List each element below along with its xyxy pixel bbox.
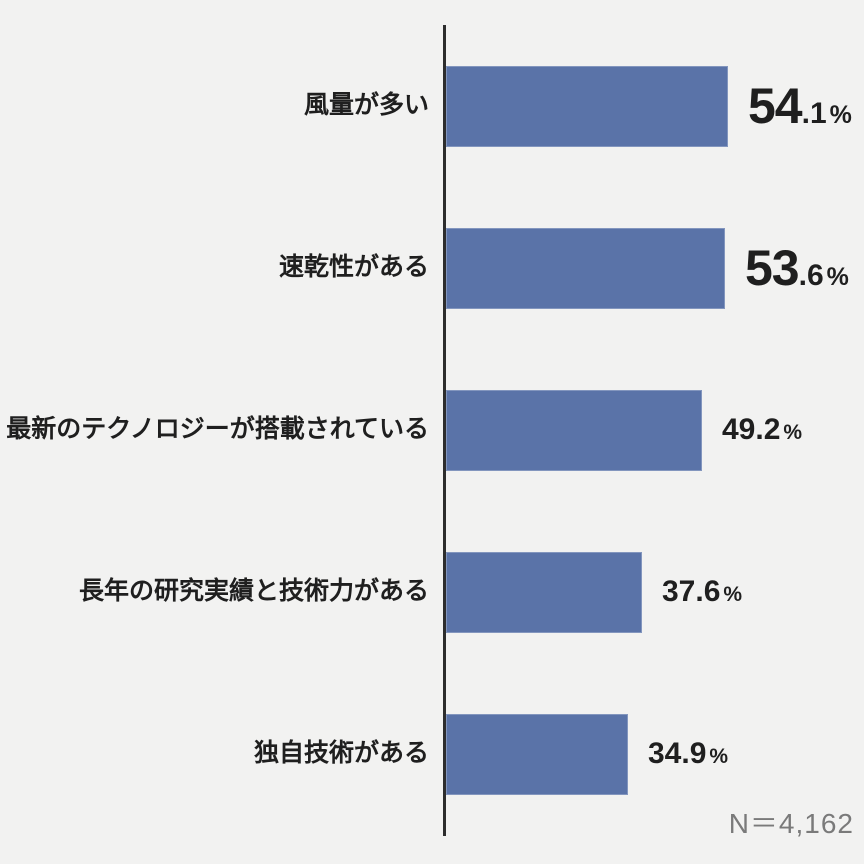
percent-sign: % bbox=[826, 263, 849, 291]
chart-rows: 風量が多い 54.1% 速乾性がある 53.6% 最新のテクノロジーが搭載されて… bbox=[0, 25, 864, 835]
value-decimal: 49.2 bbox=[722, 413, 781, 446]
value-decimal: 34.9 bbox=[648, 737, 707, 770]
percent-sign: % bbox=[783, 421, 803, 444]
bar-area: 34.9% bbox=[443, 713, 864, 795]
value-label: 37.6% bbox=[662, 577, 742, 607]
value-label: 34.9% bbox=[648, 739, 728, 769]
value-integer: 54 bbox=[748, 78, 803, 134]
y-axis-line bbox=[443, 25, 446, 836]
value-label: 53.6% bbox=[745, 243, 849, 293]
category-label: 速乾性がある bbox=[278, 253, 429, 282]
category-label: 独自技術がある bbox=[253, 739, 429, 768]
value-decimal: .6 bbox=[798, 259, 824, 292]
bar bbox=[446, 713, 628, 795]
bar-row: 風量が多い 54.1% bbox=[0, 25, 864, 187]
bar bbox=[446, 227, 725, 309]
value-label: 49.2% bbox=[722, 415, 802, 445]
value-decimal: 37.6 bbox=[662, 575, 721, 608]
value-decimal: .1 bbox=[801, 97, 827, 130]
bar-row: 長年の研究実績と技術力がある 37.6% bbox=[0, 511, 864, 673]
bar-row: 独自技術がある 34.9% bbox=[0, 673, 864, 835]
bar-area: 54.1% bbox=[443, 65, 864, 147]
value-integer: 53 bbox=[745, 240, 800, 296]
bar-row: 速乾性がある 53.6% bbox=[0, 187, 864, 349]
bar bbox=[446, 65, 728, 147]
category-label: 長年の研究実績と技術力がある bbox=[78, 577, 429, 606]
bar-area: 49.2% bbox=[443, 389, 864, 471]
value-label: 54.1% bbox=[748, 81, 852, 131]
bar-row: 最新のテクノロジーが搭載されている 49.2% bbox=[0, 349, 864, 511]
bar bbox=[446, 389, 702, 471]
bar bbox=[446, 551, 642, 633]
bar-area: 37.6% bbox=[443, 551, 864, 633]
percent-sign: % bbox=[709, 745, 729, 768]
category-label: 最新のテクノロジーが搭載されている bbox=[6, 415, 429, 444]
bar-area: 53.6% bbox=[443, 227, 864, 309]
percent-sign: % bbox=[723, 583, 743, 606]
category-label: 風量が多い bbox=[303, 91, 429, 120]
percent-sign: % bbox=[829, 101, 852, 129]
sample-size-label: N＝4,162 bbox=[728, 808, 854, 839]
